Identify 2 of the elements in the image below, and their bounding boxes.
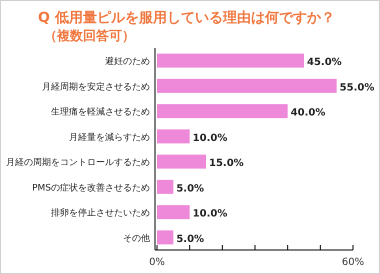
subtitle: （複数回答可） — [44, 29, 135, 44]
title: Q 低用量ピルを服用している理由は何ですか？ — [38, 10, 335, 26]
